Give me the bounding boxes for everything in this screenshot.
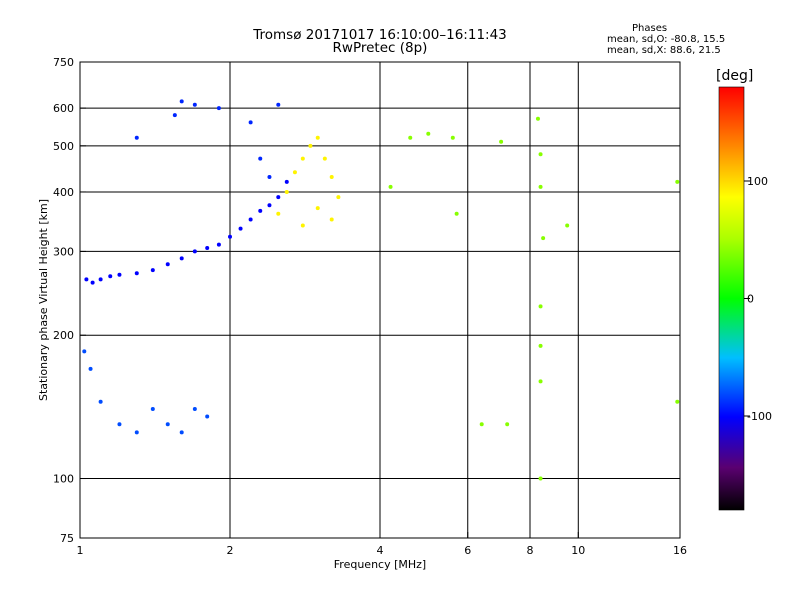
data-point (454, 211, 459, 216)
data-point (675, 399, 680, 404)
y-axis-label: Stationary phase Virtual Height [km] (37, 199, 50, 401)
x-tick-label: 6 (464, 544, 471, 557)
data-point (315, 135, 320, 140)
data-point (258, 208, 263, 213)
data-point (228, 234, 232, 239)
data-point (179, 430, 184, 435)
data-point (117, 422, 122, 427)
data-point (267, 203, 272, 208)
data-point (538, 184, 543, 189)
data-point (538, 379, 543, 384)
data-point (322, 156, 327, 161)
data-point (150, 268, 155, 273)
data-point (205, 414, 210, 419)
data-point (82, 349, 87, 354)
data-point (276, 211, 281, 216)
data-point (565, 223, 570, 228)
data-point (192, 249, 197, 254)
colorbar-tick-label: 100 (747, 175, 768, 188)
data-point (276, 102, 281, 107)
chart-title: Tromsø 20171017 16:10:00–16:11:43 (253, 27, 507, 43)
data-point (329, 174, 334, 179)
data-point (308, 143, 313, 148)
data-point (98, 277, 103, 282)
x-tick-label: 4 (377, 544, 384, 557)
colorbar-unit-label: [deg] (716, 68, 754, 84)
data-point (300, 156, 305, 161)
data-point (450, 135, 455, 140)
x-axis-label: Frequency [MHz] (334, 558, 426, 571)
data-point (192, 406, 197, 411)
x-tick-label: 1 (77, 544, 84, 557)
data-point (192, 102, 197, 107)
data-point (150, 406, 155, 411)
data-point (216, 106, 221, 111)
data-point (216, 242, 221, 247)
y-tick-label: 750 (53, 56, 74, 69)
data-point (88, 366, 93, 371)
data-point (108, 274, 113, 279)
data-point (505, 422, 510, 427)
data-point (538, 343, 543, 348)
phase-stats-o: mean, sd,O: -80.8, 15.5 (607, 34, 726, 45)
data-point (134, 135, 139, 140)
data-point (179, 256, 184, 261)
data-point (300, 223, 305, 228)
data-point (276, 195, 281, 200)
x-tick-label: 16 (673, 544, 687, 557)
data-point (538, 476, 543, 481)
data-point (84, 277, 89, 282)
data-point (258, 156, 263, 161)
y-tick-label: 600 (53, 102, 74, 115)
data-point (292, 170, 297, 175)
data-point (267, 174, 272, 179)
colorbar-tick-label: -100 (747, 410, 772, 423)
y-tick-label: 400 (53, 186, 74, 199)
data-point (538, 304, 543, 309)
data-point (134, 430, 139, 435)
phase-stats-header: Phases (632, 23, 668, 34)
data-point (426, 131, 431, 136)
data-point (284, 189, 289, 194)
y-tick-label: 75 (60, 532, 74, 545)
phase-stats-x: mean, sd,X: 88.6, 21.5 (607, 45, 721, 56)
y-tick-label: 100 (53, 473, 74, 486)
data-point (479, 422, 484, 427)
data-point (205, 246, 210, 251)
data-point (675, 179, 680, 184)
data-point (248, 217, 253, 222)
data-point (499, 139, 504, 144)
data-point (165, 262, 170, 267)
colorbar (718, 86, 745, 511)
colorbar-tick-label: 0 (747, 293, 754, 306)
y-tick-label: 500 (53, 140, 74, 153)
data-point (284, 179, 289, 184)
data-point (538, 152, 543, 157)
data-point (248, 120, 253, 125)
data-point (329, 217, 334, 222)
data-point (117, 272, 122, 277)
data-point (179, 99, 184, 104)
x-tick-label: 10 (571, 544, 585, 557)
data-point (238, 226, 243, 231)
data-point (172, 113, 177, 118)
data-point (98, 399, 103, 404)
x-tick-label: 2 (227, 544, 234, 557)
data-point (535, 116, 540, 121)
data-point (134, 271, 139, 276)
data-point (90, 280, 95, 285)
data-point (408, 135, 413, 140)
chart-subtitle: RwPretec (8p) (332, 40, 428, 56)
data-point (315, 206, 320, 211)
y-tick-label: 300 (53, 245, 74, 258)
data-point (165, 422, 170, 427)
data-point (336, 195, 341, 200)
data-point (388, 184, 393, 189)
x-tick-label: 8 (527, 544, 534, 557)
y-tick-label: 200 (53, 329, 74, 342)
data-point (541, 236, 546, 241)
